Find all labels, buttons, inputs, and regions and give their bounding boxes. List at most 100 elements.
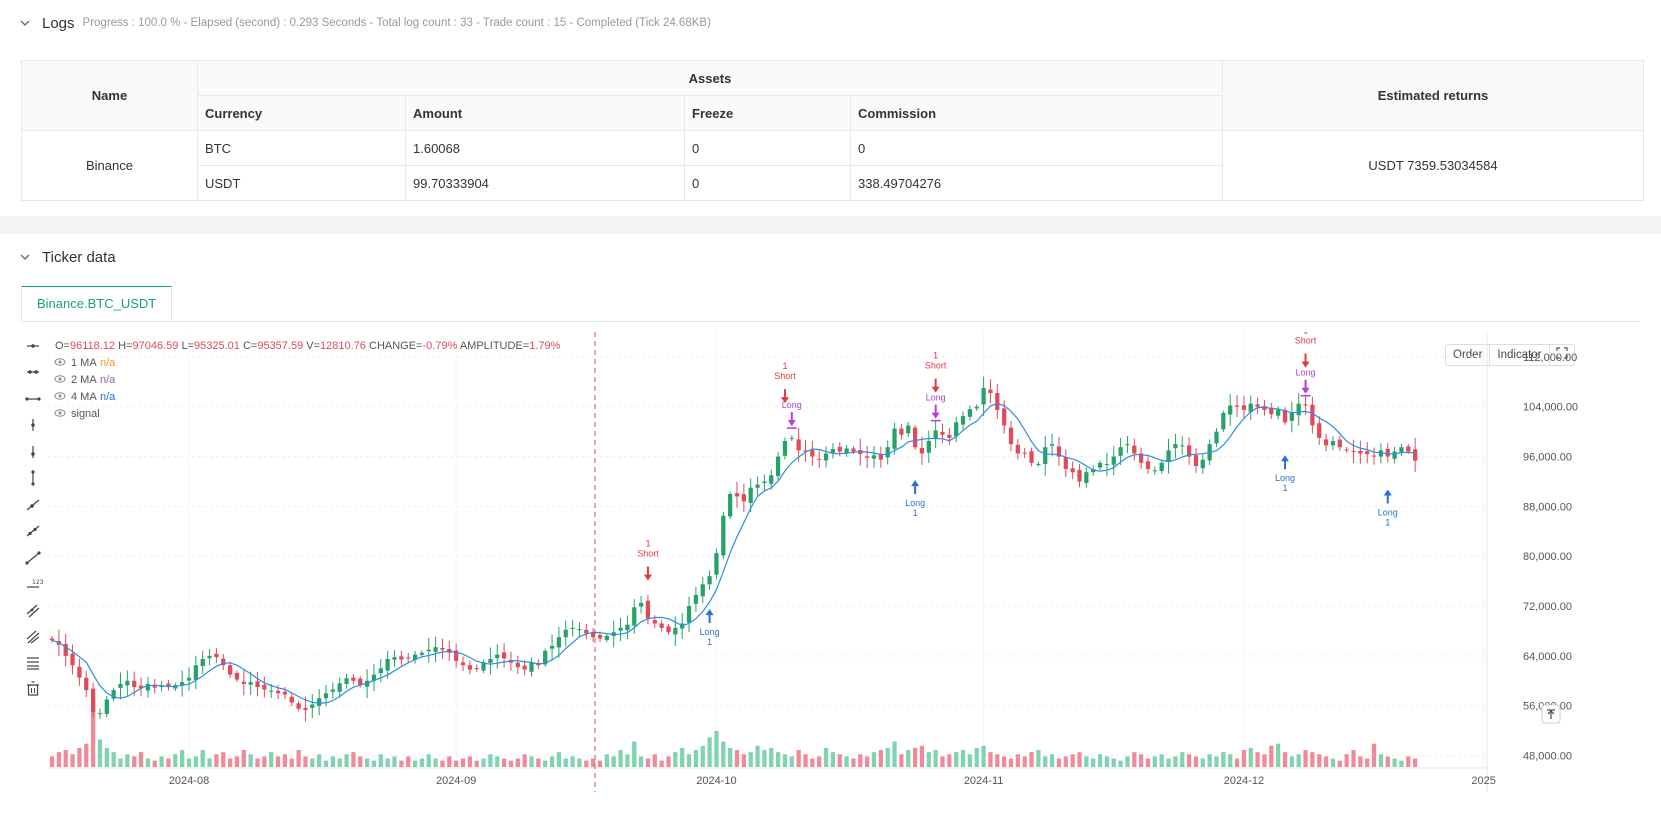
trash-icon[interactable] bbox=[27, 681, 39, 696]
volume-bar bbox=[262, 756, 267, 767]
volume-bar bbox=[1111, 758, 1116, 767]
vertical-segment-icon[interactable] bbox=[31, 470, 35, 486]
candle bbox=[1248, 395, 1253, 421]
candle bbox=[330, 682, 335, 699]
volume-bar bbox=[1145, 758, 1151, 767]
candle bbox=[892, 422, 897, 455]
candle bbox=[1296, 393, 1301, 426]
header-amount: Amount bbox=[405, 95, 685, 131]
tab-binance-btc-usdt[interactable]: Binance.BTC_USDT bbox=[21, 286, 173, 321]
horizontal-ray-icon[interactable] bbox=[27, 370, 39, 374]
x-tick-label: 2024-12 bbox=[1224, 775, 1264, 787]
volume-bar bbox=[803, 754, 808, 767]
scroll-right-icon[interactable] bbox=[1541, 704, 1561, 724]
volume-bar bbox=[680, 747, 685, 767]
volume-bar bbox=[1323, 756, 1329, 767]
volume-bar bbox=[412, 760, 418, 767]
candlestick-chart[interactable]: 123 1ShortLong11ShortLongLong1Long1Short… bbox=[21, 332, 1641, 822]
candle bbox=[138, 677, 144, 697]
logs-header[interactable]: Logs Progress : 100.0 % - Elapsed (secon… bbox=[20, 12, 711, 34]
candle bbox=[1413, 437, 1418, 473]
svg-text:Short: Short bbox=[637, 549, 659, 559]
candle bbox=[591, 627, 596, 642]
channel-icon[interactable] bbox=[26, 630, 40, 644]
horizontal-segment-icon[interactable] bbox=[25, 397, 41, 401]
candle bbox=[337, 677, 342, 698]
candle bbox=[789, 435, 794, 442]
candle bbox=[638, 595, 644, 614]
candle bbox=[1180, 436, 1185, 455]
volume-bar bbox=[248, 754, 253, 767]
volume-bar bbox=[1173, 756, 1178, 767]
vertical-ray-icon[interactable] bbox=[31, 446, 35, 458]
volume-bar bbox=[892, 741, 897, 767]
volume-bar bbox=[1337, 760, 1342, 767]
price-line-icon[interactable]: 123 bbox=[27, 579, 44, 588]
volume-bar bbox=[1351, 750, 1356, 767]
candle bbox=[803, 440, 808, 462]
volume-bar bbox=[960, 750, 966, 767]
chevron-down-icon[interactable] bbox=[20, 252, 30, 262]
svg-text:1: 1 bbox=[1303, 332, 1308, 336]
volume-bar bbox=[693, 750, 699, 767]
parallel-lines-icon[interactable] bbox=[26, 604, 40, 618]
candle bbox=[981, 376, 986, 416]
volume-bar bbox=[454, 760, 459, 767]
eye-icon[interactable] bbox=[54, 409, 66, 417]
volume-bar bbox=[1077, 752, 1082, 767]
ticker-header[interactable]: Ticker data bbox=[20, 246, 116, 268]
candle bbox=[1323, 433, 1329, 452]
signal-close-long: Long bbox=[1296, 368, 1316, 397]
candle bbox=[1276, 406, 1281, 420]
horizontal-line-icon[interactable] bbox=[27, 344, 39, 348]
volume-bar bbox=[1043, 756, 1048, 767]
fullscreen-icon[interactable] bbox=[1550, 345, 1574, 365]
eye-icon[interactable] bbox=[54, 358, 66, 366]
eye-icon[interactable] bbox=[54, 392, 66, 400]
volume-bar bbox=[844, 756, 849, 767]
volume-bar bbox=[371, 760, 377, 767]
eye-icon[interactable] bbox=[54, 375, 66, 383]
legend-ma1[interactable]: 1 MA n/a bbox=[54, 357, 116, 369]
segment-icon[interactable] bbox=[25, 551, 41, 565]
volume-bar bbox=[1310, 752, 1315, 767]
volume-bar bbox=[652, 754, 657, 767]
legend-ma2[interactable]: 2 MA n/a bbox=[54, 374, 116, 386]
candle bbox=[1371, 447, 1377, 465]
volume-bar bbox=[584, 760, 589, 767]
volume-bar bbox=[49, 756, 55, 767]
candle bbox=[741, 483, 746, 512]
order-button[interactable]: Order bbox=[1446, 345, 1491, 365]
volume-bar bbox=[981, 745, 986, 767]
volume-bar bbox=[275, 756, 281, 767]
candle bbox=[1029, 447, 1034, 467]
indicator-button[interactable]: Indicator bbox=[1490, 345, 1550, 365]
candle bbox=[159, 681, 164, 692]
ray-line-icon[interactable] bbox=[26, 525, 40, 537]
candle bbox=[214, 647, 219, 663]
vertical-line-icon[interactable] bbox=[31, 419, 35, 431]
legend-signal[interactable]: signal bbox=[54, 408, 100, 420]
fibonacci-icon[interactable] bbox=[27, 657, 39, 670]
volume-bar bbox=[1207, 754, 1212, 767]
y-tick-label: 48,000.00 bbox=[1523, 751, 1572, 763]
volume-bar bbox=[1344, 754, 1349, 767]
volume-bar bbox=[591, 758, 596, 767]
volume-bar bbox=[775, 752, 781, 767]
y-tick-label: 96,000.00 bbox=[1523, 452, 1572, 464]
volume-bar bbox=[926, 752, 931, 767]
volume-bar bbox=[947, 754, 952, 767]
volume-bar bbox=[90, 697, 96, 767]
legend-ma4[interactable]: 4 MA n/a bbox=[54, 391, 116, 403]
candle bbox=[1008, 420, 1014, 452]
volume-bar bbox=[426, 754, 431, 767]
volume-bar bbox=[830, 752, 836, 767]
volume-bar bbox=[632, 741, 637, 767]
trend-line-icon[interactable] bbox=[26, 499, 40, 511]
candle bbox=[1097, 460, 1103, 471]
svg-text:1: 1 bbox=[1385, 517, 1390, 527]
volume-bar bbox=[570, 756, 575, 767]
candle bbox=[707, 570, 712, 591]
volume-bar bbox=[1193, 756, 1199, 767]
chevron-down-icon[interactable] bbox=[20, 18, 30, 28]
